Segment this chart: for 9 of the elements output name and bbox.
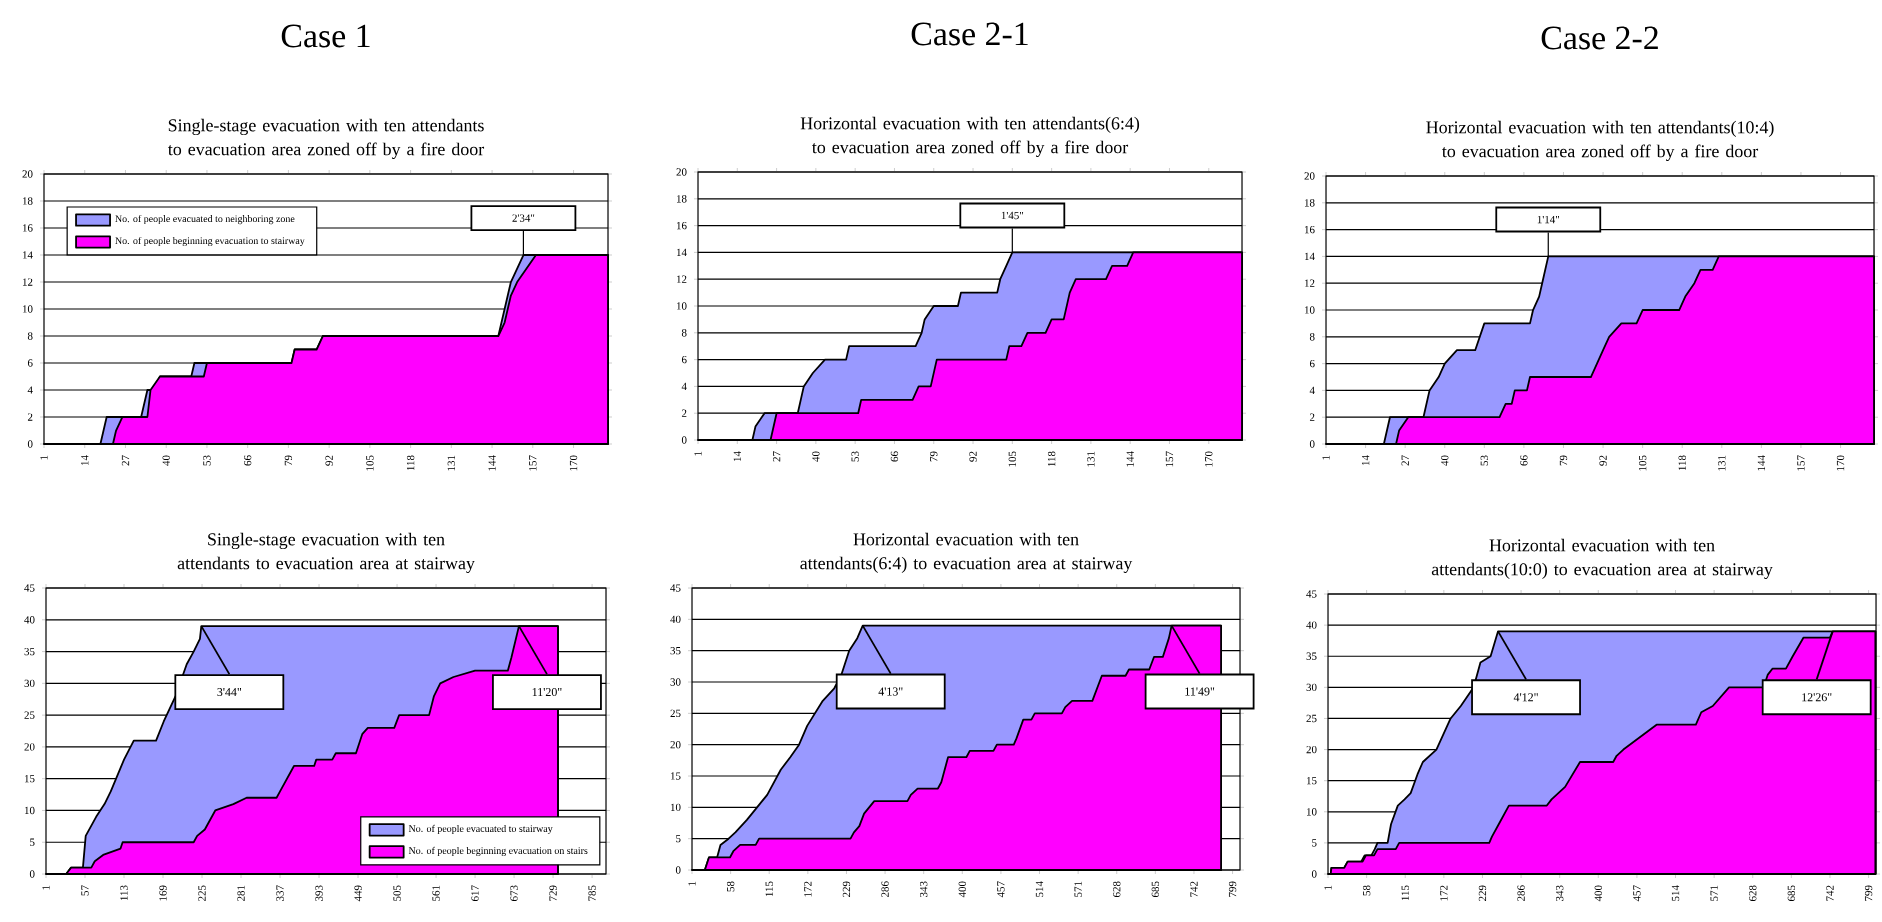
text: Case 1 <box>281 24 370 48</box>
text: Case 2-1 <box>911 22 1028 46</box>
chart-title: Horizontal evacuation with ten attendants(10:0) to evacuation area at stairway <box>1431 538 1773 580</box>
chart-title: Horizontal evacuation with ten attendants(6:4) to evacuation area zoned off by a fire door <box>800 116 1140 158</box>
chart-title: Horizontal evacuation with ten attendants(6:4) to evacuation area at stairway <box>800 532 1133 574</box>
chart-title: Single-stage evacuation with ten attendants to evacuation area zoned off by a fire door <box>168 118 485 160</box>
chart-title: Horizontal evacuation with ten attendants(10:4) to evacuation area zoned off by a fire door <box>1426 120 1774 162</box>
chart-title: Single-stage evacuation with ten attendants to evacuation area at stairway <box>177 532 475 574</box>
text: Case 2-2 <box>1541 26 1658 50</box>
